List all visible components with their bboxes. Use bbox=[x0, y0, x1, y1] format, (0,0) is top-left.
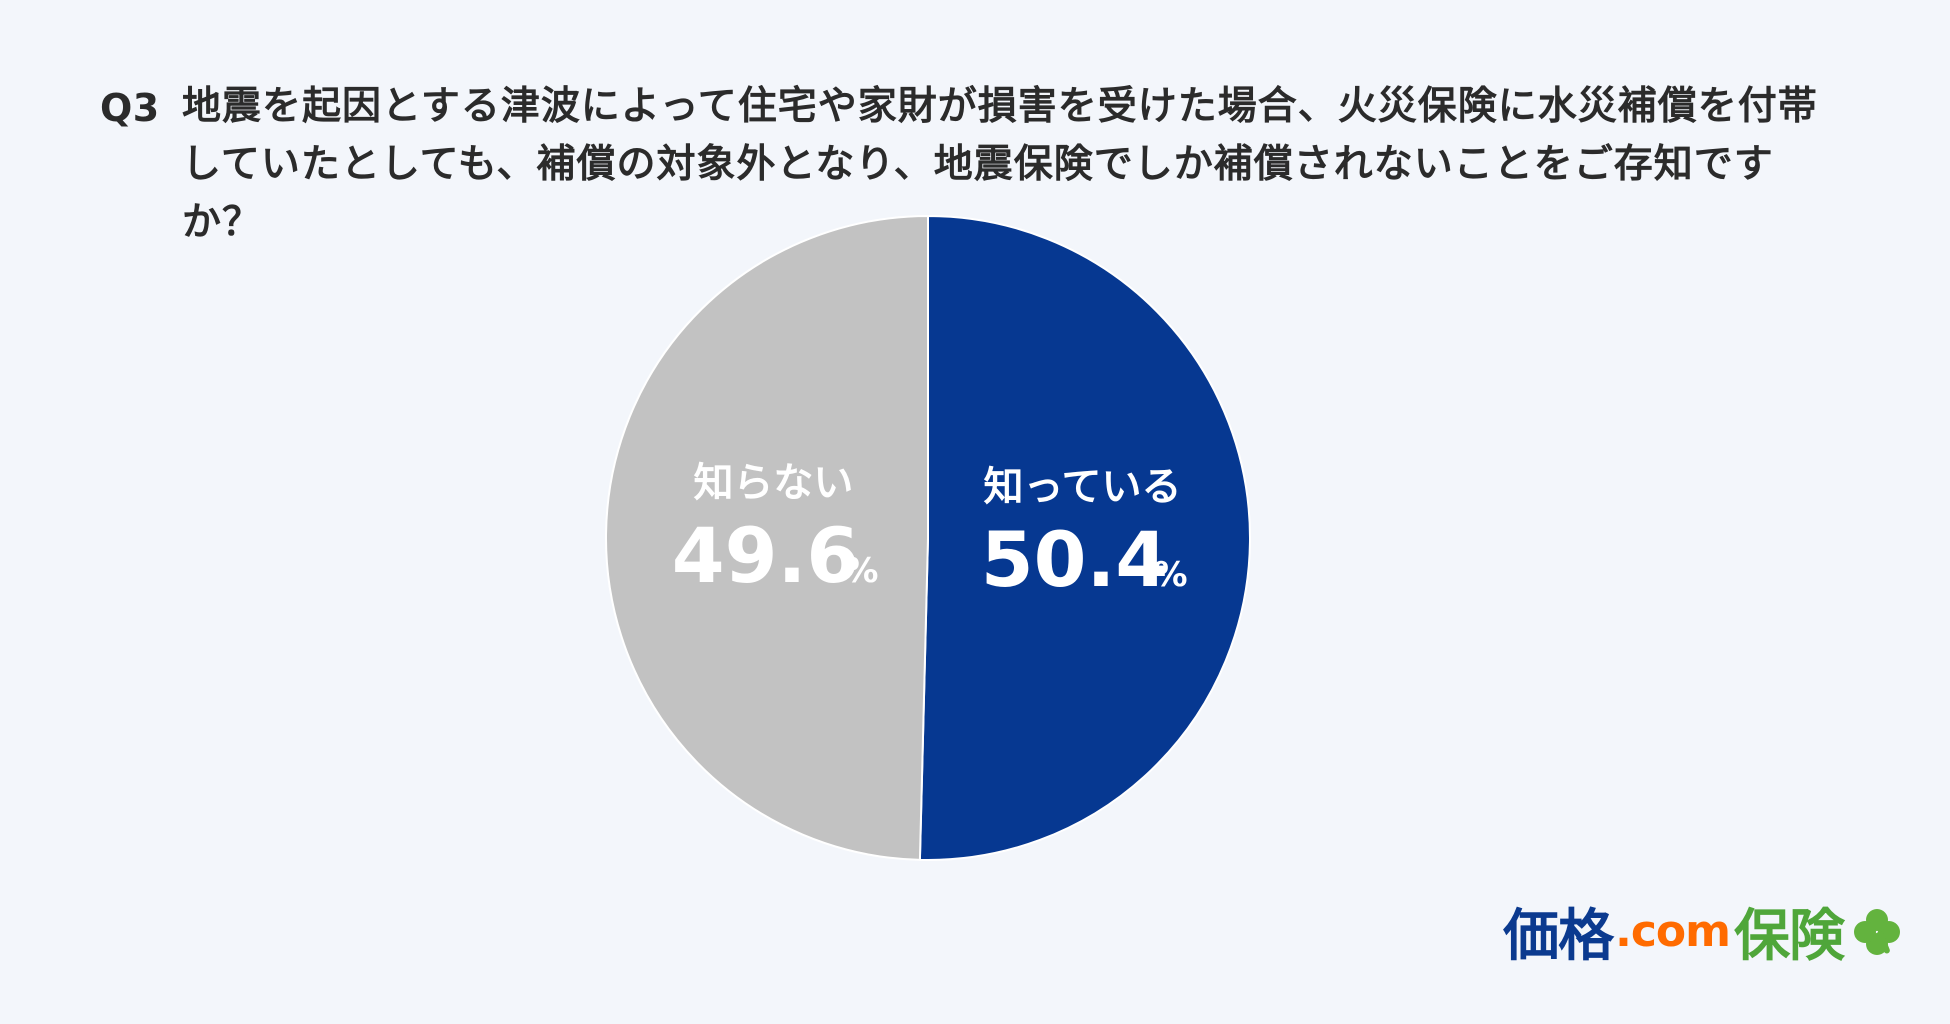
clover-icon bbox=[1852, 907, 1902, 957]
slice-value-know: 50.4 bbox=[981, 515, 1169, 604]
question-number: Q3 bbox=[100, 86, 160, 130]
pie-labels: 知っている 50.4% 知らない 49.6% bbox=[672, 460, 1188, 604]
pie-slice-dont-know bbox=[605, 214, 929, 861]
brand-logo: 価格 .com 保険 bbox=[1503, 891, 1902, 972]
pie-slice-know bbox=[918, 214, 1251, 861]
slice-unit-know: % bbox=[1154, 555, 1188, 595]
brand-name-kakaku: 価格 bbox=[1503, 904, 1614, 969]
slice-label-dont-know: 知らない bbox=[693, 460, 853, 506]
slice-unit-dont-know: % bbox=[844, 551, 878, 591]
brand-name-hoken: 保険 bbox=[1734, 904, 1845, 969]
slice-label-know: 知っている bbox=[984, 464, 1182, 510]
slice-value-dont-know: 49.6 bbox=[672, 511, 860, 600]
question-text: 地震を起因とする津波によって住宅や家財が損害を受けた場合、火災保険に水災補償を付… bbox=[182, 84, 1818, 245]
question-block: Q3 地震を起因とする津波によって住宅や家財が損害を受けた場合、火災保険に水災補… bbox=[100, 78, 1860, 252]
brand-name-dotcom: .com bbox=[1615, 906, 1731, 957]
pie-slices bbox=[605, 214, 1251, 861]
